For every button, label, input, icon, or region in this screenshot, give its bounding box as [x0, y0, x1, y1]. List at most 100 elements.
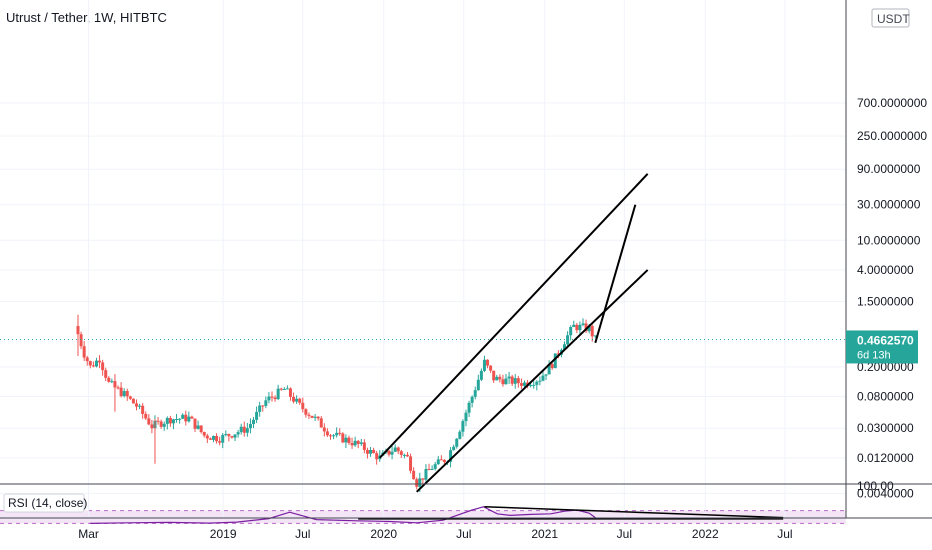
trendline[interactable] — [379, 173, 649, 459]
price-tick-label: 0.0040000 — [857, 486, 914, 500]
candle-up — [264, 400, 268, 406]
time-tick-label: 2020 — [370, 527, 397, 541]
candlestick-series — [76, 314, 597, 492]
symbol-title[interactable]: Utrust / Tether — [6, 10, 87, 25]
candle-down — [279, 388, 283, 390]
candle-up — [248, 424, 252, 429]
candle-down — [273, 397, 277, 400]
candle-up — [587, 326, 591, 332]
candle-up — [452, 446, 456, 451]
candle-down — [399, 451, 403, 455]
price-tick-label: 0.0800000 — [857, 389, 914, 403]
candle-down — [104, 370, 108, 378]
candle-down — [489, 365, 493, 371]
candle-down — [498, 376, 502, 380]
candle-up — [196, 425, 200, 429]
candle-up — [332, 435, 336, 437]
candle-up — [393, 447, 397, 452]
candle-down — [319, 418, 323, 428]
last-price-label: 0.4662570 — [857, 333, 914, 347]
candle-down — [184, 414, 188, 422]
candle-down — [292, 396, 296, 402]
candle-up — [541, 375, 545, 381]
candle-down — [421, 478, 425, 480]
rsi-label: RSI (14, close) — [8, 496, 87, 510]
candle-up — [522, 382, 526, 386]
candle-up — [581, 323, 585, 325]
price-tick-label: 90.0000000 — [857, 162, 921, 176]
candle-down — [516, 378, 520, 384]
rsi-tick-label: 100.00 — [857, 479, 894, 493]
candle-down — [486, 359, 490, 366]
candle-down — [372, 450, 376, 454]
candle-up — [335, 432, 339, 436]
trendline[interactable] — [416, 269, 649, 493]
time-tick-label: 2021 — [531, 527, 558, 541]
rsi-trendline[interactable] — [484, 506, 784, 519]
candle-up — [479, 370, 483, 380]
candle-up — [255, 411, 259, 420]
candle-up — [181, 414, 185, 419]
candle-down — [168, 417, 172, 424]
price-tick-label: 250.0000000 — [857, 129, 927, 143]
candle-up — [458, 431, 462, 439]
candle-down — [584, 323, 588, 332]
candle-up — [267, 396, 271, 401]
candle-up — [553, 353, 557, 369]
candle-down — [439, 459, 443, 461]
interval-label[interactable]: 1W — [93, 10, 113, 25]
candle-down — [442, 459, 446, 463]
candle-up — [495, 376, 499, 381]
candle-down — [590, 326, 594, 337]
candle-up — [566, 335, 570, 345]
unit-label: USDT — [877, 12, 910, 26]
candle-down — [341, 433, 345, 443]
candle-down — [405, 454, 409, 457]
candle-up — [433, 464, 437, 469]
candle-down — [556, 353, 560, 355]
candle-down — [107, 377, 111, 382]
candle-down — [208, 438, 212, 440]
trendline[interactable] — [594, 204, 637, 344]
rsi-label-box[interactable] — [3, 493, 85, 513]
candle-down — [125, 391, 129, 397]
candle-down — [347, 437, 351, 444]
candle-down — [147, 418, 151, 425]
candle-down — [307, 414, 311, 416]
candle-down — [119, 387, 123, 397]
candle-down — [328, 435, 332, 437]
price-tick-label: 700.0000000 — [857, 96, 927, 110]
candle-up — [563, 344, 567, 350]
candle-up — [547, 364, 551, 375]
candle-down — [519, 383, 523, 386]
candle-down — [310, 415, 314, 418]
price-tick-label: 0.0300000 — [857, 421, 914, 435]
candle-up — [110, 381, 114, 383]
candle-up — [507, 376, 511, 379]
candle-down — [144, 413, 148, 419]
time-tick-label: Jul — [777, 527, 792, 541]
candle-up — [94, 360, 98, 367]
candle-up — [282, 389, 286, 391]
candle-down — [82, 346, 86, 358]
candle-down — [338, 432, 342, 434]
candle-down — [79, 334, 83, 347]
candle-up — [233, 434, 237, 438]
unit-box[interactable] — [871, 8, 910, 28]
candle-up — [569, 327, 573, 336]
candle-down — [316, 416, 320, 419]
exchange-label[interactable]: HITBTC — [119, 10, 167, 25]
candle-up — [353, 440, 357, 446]
trendlines — [0, 173, 846, 493]
candle-down — [365, 449, 369, 454]
candle-up — [529, 385, 533, 387]
candle-down — [325, 431, 329, 436]
candle-up — [369, 450, 373, 454]
candle-down — [193, 418, 197, 429]
rsi-line — [90, 506, 596, 524]
candle-up — [424, 469, 428, 480]
candle-up — [178, 418, 182, 420]
candle-down — [304, 409, 308, 415]
candle-up — [224, 434, 228, 436]
